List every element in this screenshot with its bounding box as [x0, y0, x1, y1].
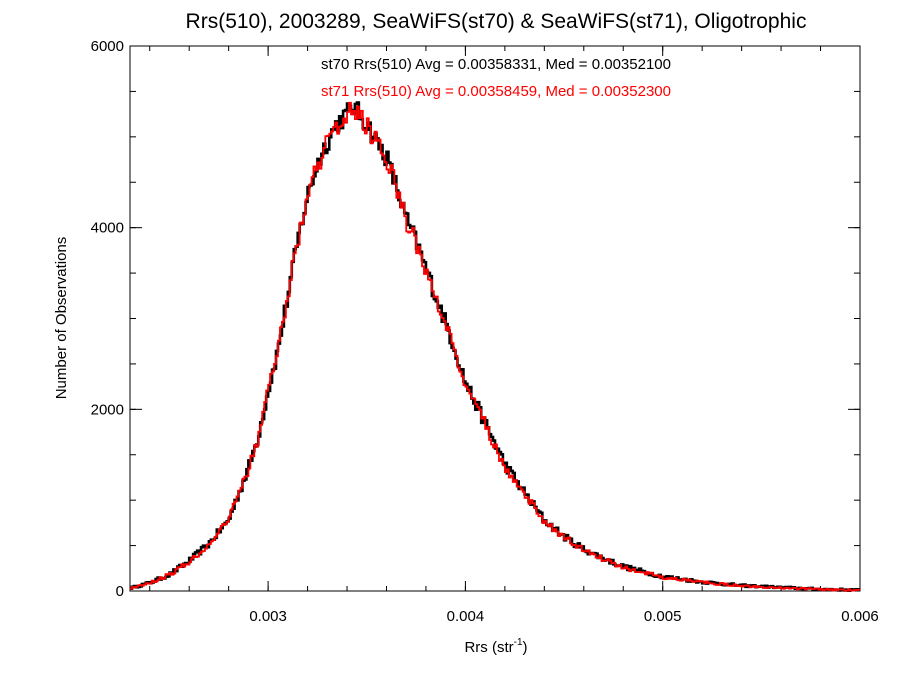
- y-tick-label: 2000: [91, 401, 124, 418]
- y-tick-labels: 0 2000 4000 6000: [91, 38, 124, 600]
- x-tick-label: 0.005: [644, 608, 682, 625]
- x-axis-label-end: ): [523, 639, 528, 656]
- plot-area-frame: [129, 45, 861, 592]
- series-lines: [130, 101, 860, 592]
- y-tick-label: 0: [116, 583, 124, 600]
- y-tick-label: 6000: [91, 38, 124, 55]
- x-tick-label: 0.003: [249, 608, 287, 625]
- series-line-st71: [130, 101, 860, 592]
- series-line-st70: [130, 101, 860, 592]
- x-tick-label: 0.006: [841, 608, 879, 625]
- x-axis-label: Rrs (str-1): [464, 637, 527, 656]
- chart-title: Rrs(510), 2003289, SeaWiFS(st70) & SeaWi…: [186, 10, 807, 33]
- y-tick-label: 4000: [91, 220, 124, 237]
- x-tick-label: 0.004: [447, 608, 485, 625]
- annotation-st71: st71 Rrs(510) Avg = 0.00358459, Med = 0.…: [321, 83, 671, 100]
- x-axis-label-sup: -1: [514, 637, 523, 648]
- y-axis-label: Number of Observations: [53, 237, 70, 400]
- annotation-st70: st70 Rrs(510) Avg = 0.00358331, Med = 0.…: [321, 56, 671, 73]
- x-tick-labels: 0.003 0.004 0.005 0.006: [249, 608, 878, 625]
- x-axis-label-base: Rrs (str: [464, 639, 513, 656]
- axis-ticks: [130, 45, 861, 592]
